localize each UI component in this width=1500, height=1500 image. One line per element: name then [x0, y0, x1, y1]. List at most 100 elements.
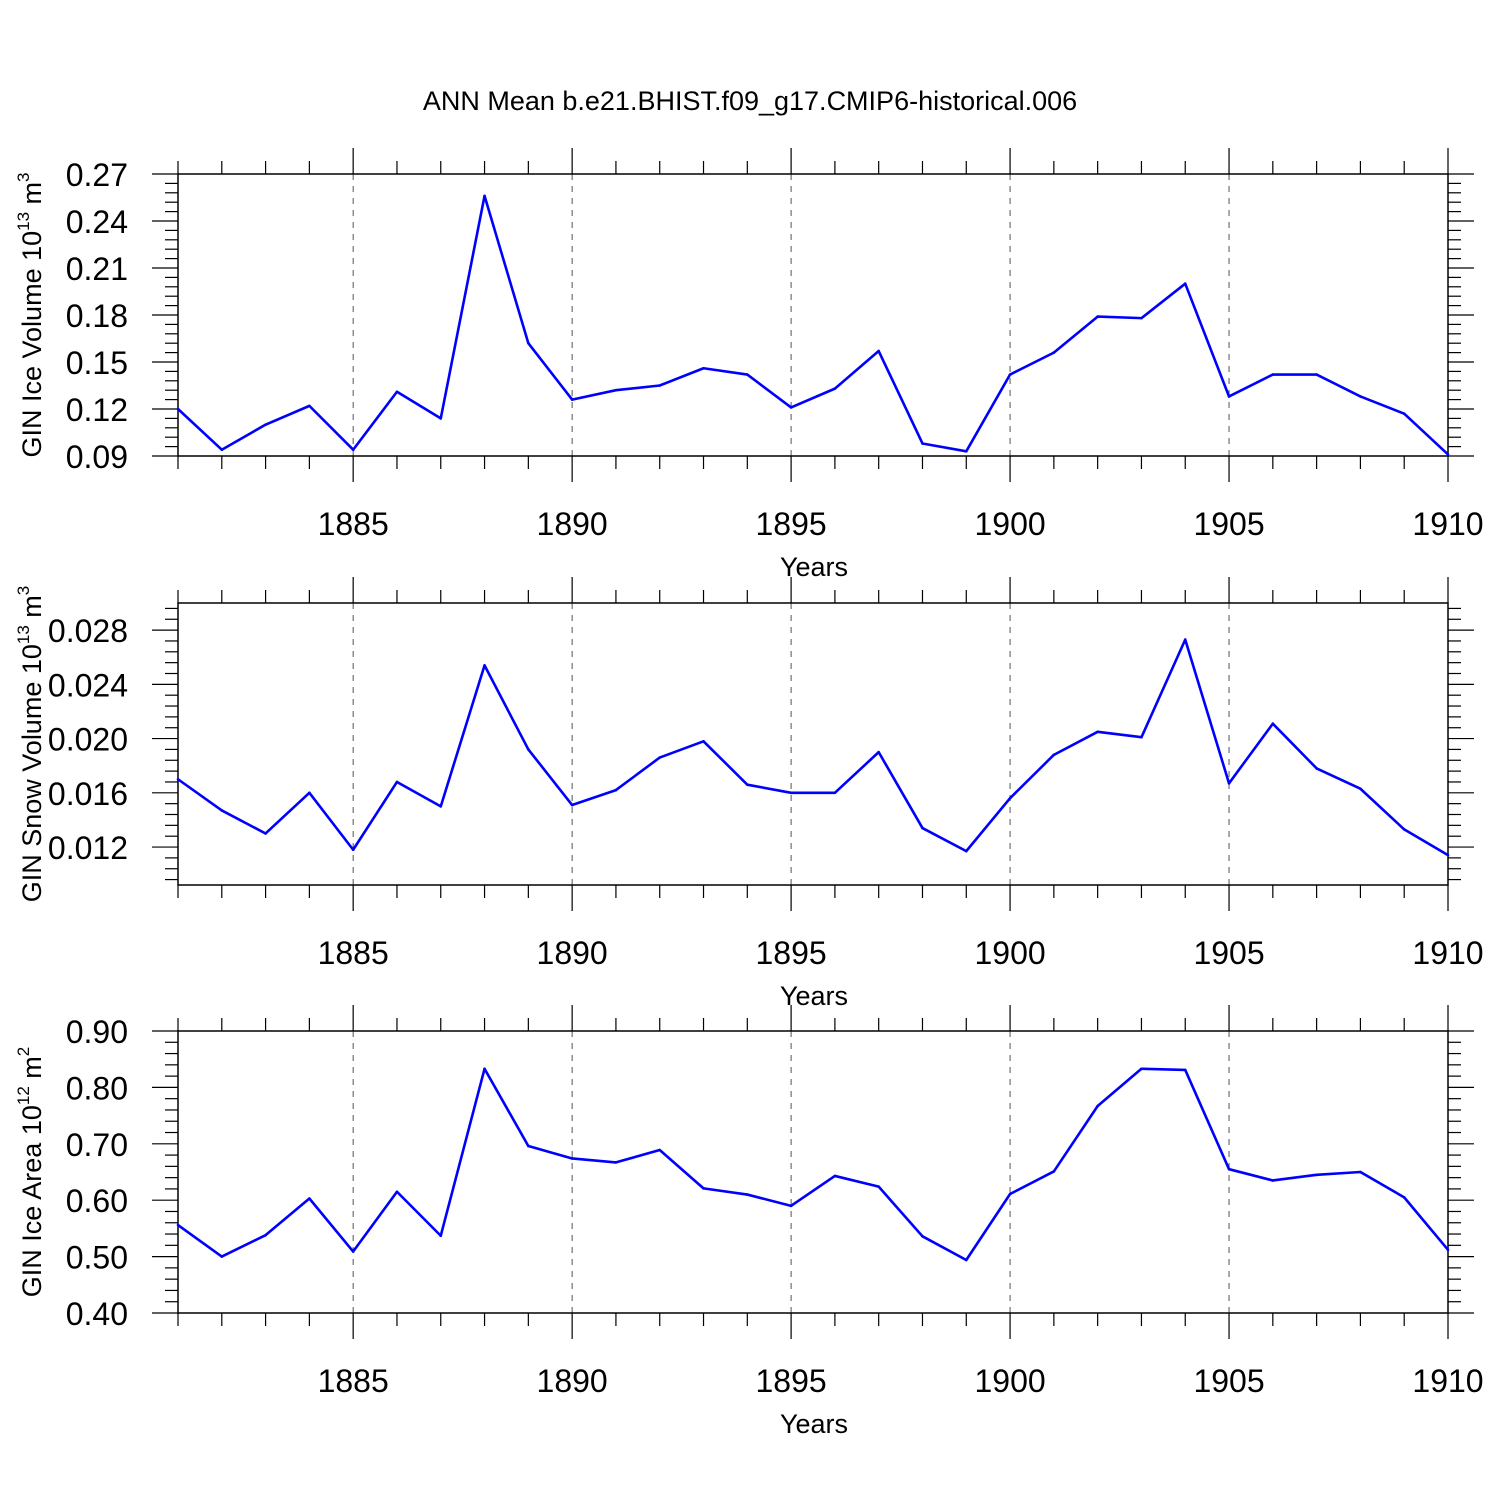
- data-point: [220, 809, 224, 812]
- x-tick-label: 1905: [1193, 1363, 1264, 1399]
- data-point: [702, 739, 705, 743]
- data-point: [702, 366, 705, 370]
- y-axis-title: GIN Ice Volume 1013 m3: [14, 172, 47, 457]
- data-point: [308, 1197, 311, 1200]
- x-tick-label: 1885: [318, 935, 389, 971]
- data-point: [1315, 373, 1318, 376]
- data-point: [220, 1255, 224, 1258]
- y-axis-title: GIN Ice Area 1012 m2: [14, 1047, 47, 1298]
- panel-2: 1885 1890 1895 1900 1905 1910 0.012 0.016 0.020 0…: [14, 577, 1484, 1011]
- y-tick-label: 0.020: [48, 722, 128, 758]
- data-point: [921, 442, 924, 445]
- data-point: [746, 373, 749, 376]
- data-point: [1183, 638, 1187, 641]
- x-tick-label: 1885: [318, 1363, 389, 1399]
- data-point: [746, 1193, 749, 1196]
- data-point: [833, 387, 837, 390]
- data-point: [176, 777, 180, 781]
- y-tick-label: 0.60: [66, 1183, 128, 1219]
- y-tick-label: 0.27: [66, 157, 128, 193]
- y-tick-label: 0.50: [66, 1240, 128, 1276]
- data-point: [1140, 316, 1143, 320]
- x-tick-label: 1895: [756, 506, 827, 542]
- y-tick-label: 0.12: [66, 392, 128, 428]
- data-point: [351, 1250, 355, 1253]
- x-tick-label: 1910: [1412, 1363, 1483, 1399]
- data-point: [1271, 1179, 1275, 1182]
- x-tick-label: 1890: [537, 1363, 608, 1399]
- panel-1: 1885 1890 1895 1900 1905 1910 0.09 0.12 0.15 0.18…: [14, 148, 1484, 582]
- data-point: [439, 805, 443, 808]
- data-point: [395, 780, 399, 784]
- data-point: [614, 1161, 618, 1164]
- plot-frame: [177, 173, 1449, 457]
- data-point: [395, 390, 399, 394]
- x-tick-label: 1890: [537, 506, 608, 542]
- data-point: [1271, 722, 1275, 725]
- data-point: [921, 826, 924, 830]
- data-point: [702, 1187, 705, 1190]
- data-point: [1008, 373, 1012, 376]
- data-point: [570, 1157, 574, 1160]
- data-point: [658, 384, 662, 387]
- data-point: [1315, 1173, 1318, 1177]
- y-tick-label: 0.028: [48, 613, 128, 649]
- y-tick-label: 0.012: [48, 830, 128, 866]
- data-point: [220, 448, 224, 452]
- data-point: [877, 349, 880, 353]
- data-point: [1096, 315, 1099, 318]
- data-point: [1402, 412, 1406, 416]
- data-point: [439, 1234, 443, 1238]
- series-line: [177, 194, 1449, 456]
- data-point: [964, 849, 968, 853]
- data-point: [1008, 1192, 1012, 1196]
- data-point: [1052, 1170, 1056, 1173]
- x-tick-label: 1910: [1412, 935, 1483, 971]
- data-point: [439, 417, 443, 420]
- series-line: [177, 1067, 1449, 1262]
- data-point: [1140, 735, 1143, 739]
- series-line: [177, 638, 1449, 857]
- data-point: [789, 1204, 793, 1208]
- y-tick-label: 0.80: [66, 1070, 128, 1106]
- x-tick-label: 1890: [537, 935, 608, 971]
- data-point: [264, 832, 267, 835]
- data-point: [1446, 853, 1450, 857]
- data-point: [1446, 453, 1450, 456]
- data-point: [789, 406, 793, 409]
- data-point: [1183, 1068, 1187, 1072]
- data-point: [483, 194, 486, 198]
- y-axis-title: GIN Snow Volume 1013 m3: [14, 586, 47, 903]
- data-point: [614, 788, 618, 792]
- data-point: [264, 1233, 267, 1237]
- data-point: [1227, 395, 1231, 398]
- y-tick-label: 0.15: [66, 345, 128, 381]
- panel-3: 1885 1890 1895 1900 1905 1910 0.40 0.50 0.60 0.70…: [14, 1005, 1484, 1439]
- data-point: [789, 791, 793, 795]
- plot-frame: [177, 1030, 1449, 1314]
- data-point: [1227, 782, 1231, 785]
- x-tick-label: 1895: [756, 935, 827, 971]
- y-tick-label: 0.70: [66, 1127, 128, 1163]
- data-point: [1359, 395, 1362, 398]
- y-tick-label: 0.024: [48, 667, 128, 703]
- data-point: [833, 791, 837, 795]
- data-point: [1008, 796, 1012, 800]
- panels: 1885 1890 1895 1900 1905 1910 0.09 0.12 0.15 0.18…: [14, 148, 1484, 1439]
- data-point: [1402, 1196, 1406, 1199]
- data-point: [614, 388, 618, 392]
- data-point: [746, 783, 749, 786]
- data-point: [351, 448, 355, 452]
- data-point: [570, 803, 574, 807]
- plot-frame: [177, 602, 1449, 886]
- x-tick-label: 1885: [318, 506, 389, 542]
- data-point: [1271, 373, 1275, 376]
- data-point: [308, 404, 311, 408]
- data-point: [483, 1067, 486, 1071]
- x-tick-label: 1900: [974, 935, 1045, 971]
- y-tick-label: 0.40: [66, 1296, 128, 1332]
- data-point: [1446, 1248, 1450, 1252]
- data-point: [395, 1190, 399, 1194]
- data-point: [264, 423, 267, 426]
